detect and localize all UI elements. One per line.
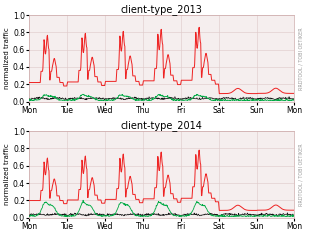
Title: client-type_2013: client-type_2013 — [121, 4, 203, 15]
Text: RRDTOOL / TOBI OETIKER: RRDTOOL / TOBI OETIKER — [298, 27, 303, 90]
Text: RRDTOOL / TOBI OETIKER: RRDTOOL / TOBI OETIKER — [298, 143, 303, 206]
Y-axis label: normalized traffic: normalized traffic — [4, 27, 10, 89]
Y-axis label: normalized traffic: normalized traffic — [4, 144, 10, 205]
Title: client-type_2014: client-type_2014 — [121, 120, 203, 131]
